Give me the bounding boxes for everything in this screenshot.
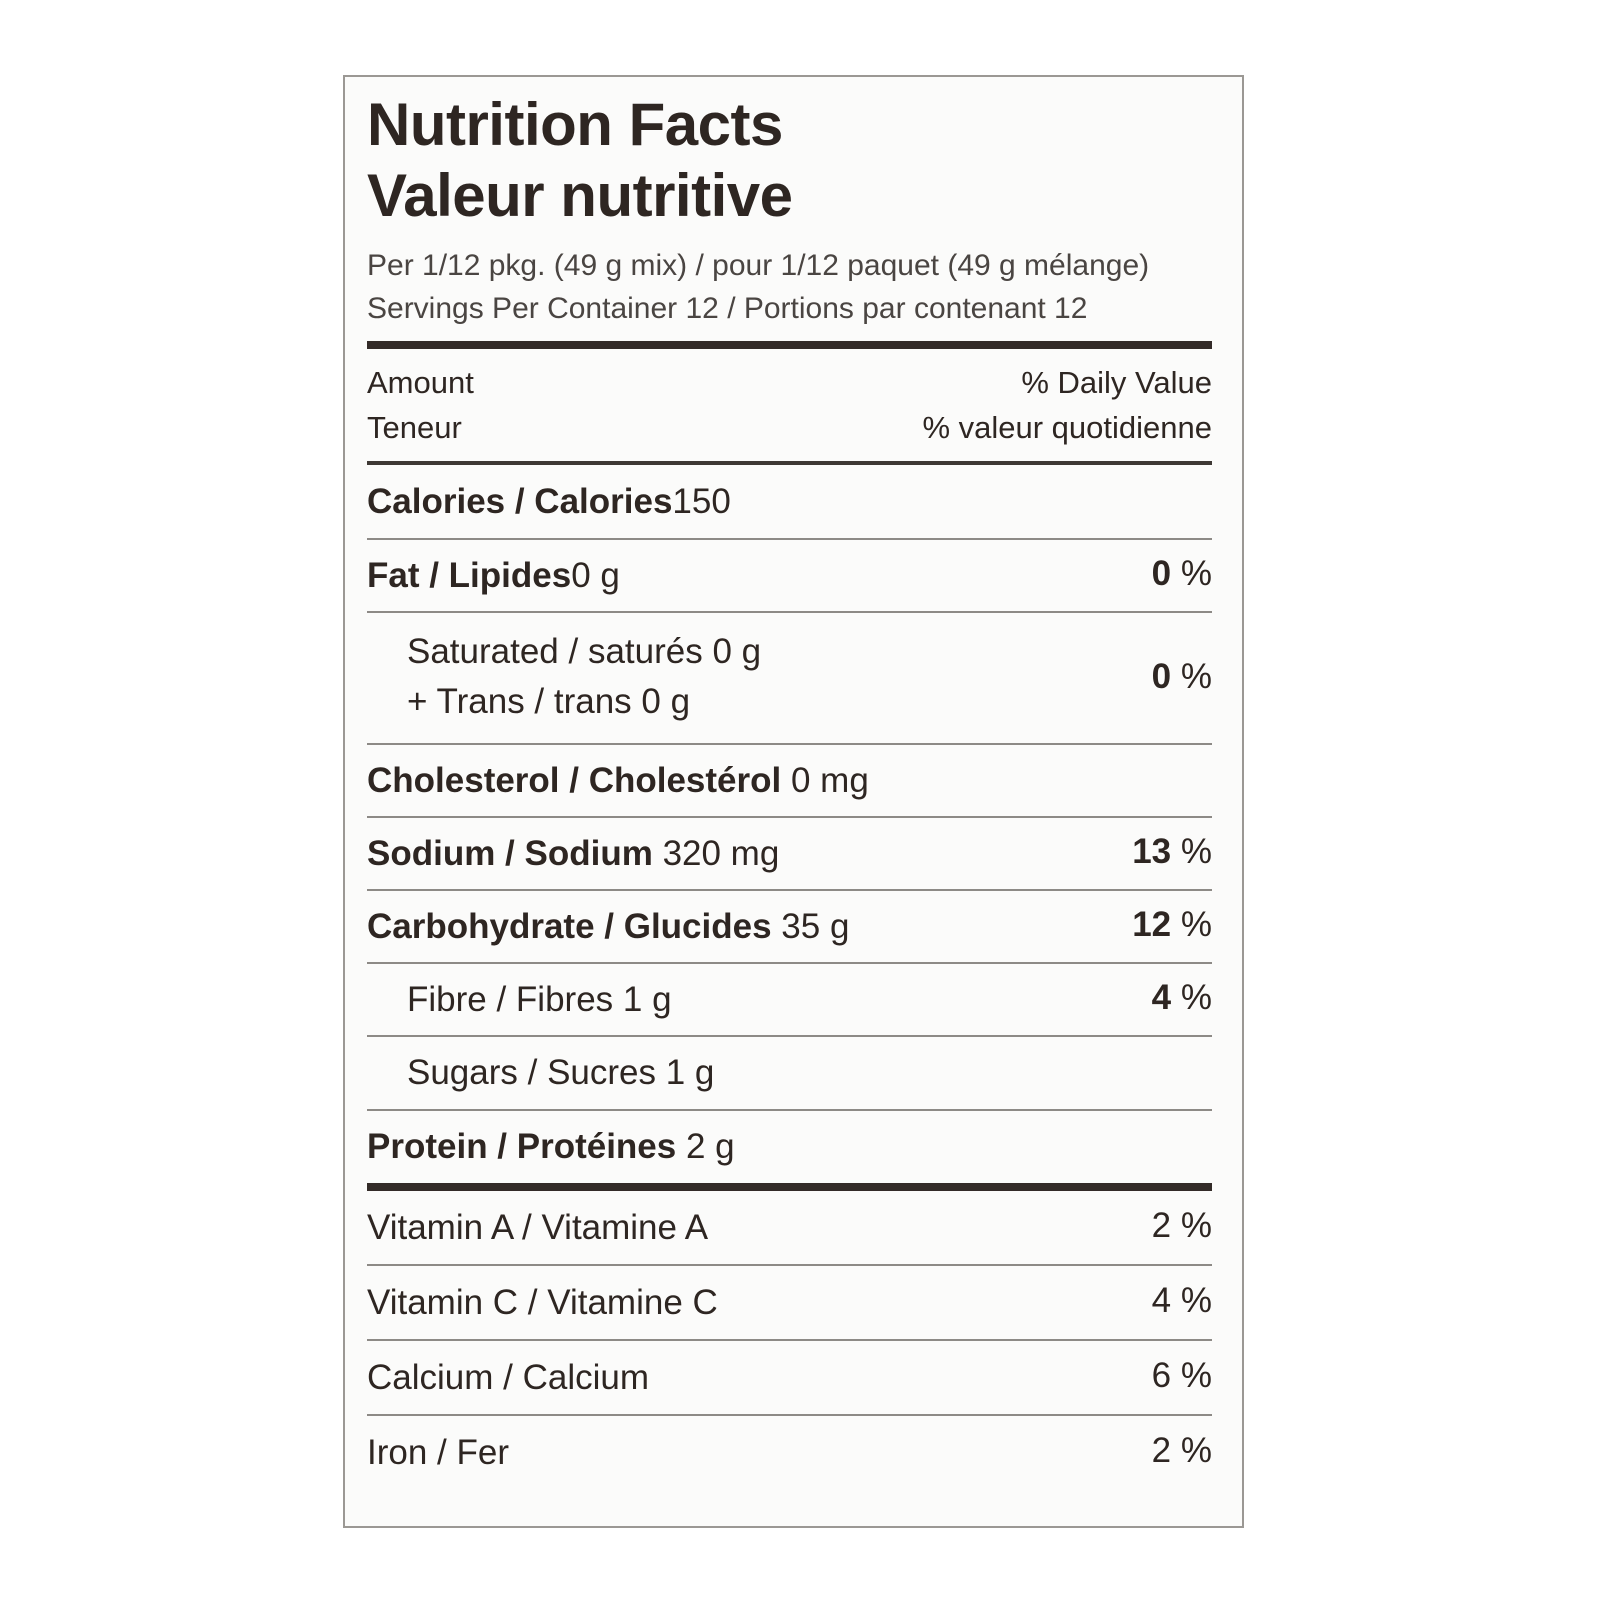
carbohydrate-daily-value: 12 % xyxy=(1120,905,1212,945)
carbohydrate-dv-symbol: % xyxy=(1180,905,1212,945)
serving-size-text: Per 1/12 pkg. (49 g mix) / pour 1/12 paq… xyxy=(367,248,1150,282)
label-content: Nutrition Facts Valeur nutritive Per 1/1… xyxy=(367,91,1212,1489)
cholesterol-label-group: Cholesterol / Cholestérol 0 mg xyxy=(367,759,869,803)
saturated-trans-label-group: Saturated / saturés 0 g + Trans / trans … xyxy=(367,627,761,729)
trans-fat-label: + Trans / trans 0 g xyxy=(407,682,691,722)
column-header-row: Amount Teneur % Daily Value % valeur quo… xyxy=(367,349,1212,461)
sodium-label-group: Sodium / Sodium 320 mg xyxy=(367,832,779,876)
fibre-label-group: Fibre / Fibres 1 g xyxy=(367,978,672,1022)
daily-value-label-english: % Daily Value xyxy=(1021,365,1212,401)
saturated-trans-daily-value: 0 % xyxy=(1140,657,1212,697)
vitamin-a-dv-symbol: % xyxy=(1180,1205,1212,1245)
divider-below-calcium xyxy=(367,1413,1212,1416)
calcium-dv-number: 6 xyxy=(1151,1355,1172,1395)
nutrient-row-saturated-trans-fat: Saturated / saturés 0 g + Trans / trans … xyxy=(367,613,1212,744)
carbohydrate-value: 35 g xyxy=(781,907,850,947)
label-title-french: Valeur nutritive xyxy=(367,161,793,229)
fat-dv-number: 0 xyxy=(1151,553,1172,593)
protein-value: 2 g xyxy=(685,1126,735,1166)
sodium-dv-number: 13 xyxy=(1132,832,1172,872)
divider-thick-above-vitamins xyxy=(367,1182,1212,1191)
divider-below-cholesterol xyxy=(367,816,1212,819)
iron-label: Iron / Fer xyxy=(367,1432,509,1472)
protein-label: Protein / Protéines xyxy=(367,1126,677,1166)
daily-value-label-french: % valeur quotidienne xyxy=(922,409,1212,445)
divider-below-sodium xyxy=(367,889,1212,892)
nutrient-row-sugars: Sugars / Sucres 1 g xyxy=(367,1037,1212,1108)
nutrient-row-sodium: Sodium / Sodium 320 mg 13 % xyxy=(367,818,1212,889)
nutrient-row-calcium: Calcium / Calcium 6 % xyxy=(367,1341,1212,1414)
amount-label-french: Teneur xyxy=(367,409,462,445)
divider-below-vitamin-c xyxy=(367,1338,1212,1341)
nutrient-row-cholesterol: Cholesterol / Cholestérol 0 mg xyxy=(367,745,1212,816)
divider-below-fibre xyxy=(367,1035,1212,1038)
fat-daily-value: 0 % xyxy=(1140,554,1212,594)
vitamin-c-label: Vitamin C / Vitamine C xyxy=(367,1282,718,1322)
carbohydrate-label: Carbohydrate / Glucides xyxy=(367,907,772,947)
nutrient-row-calories: Calories / Calories150 xyxy=(367,465,1212,537)
calories-label: Calories / Calories xyxy=(367,482,673,522)
nutrient-row-protein: Protein / Protéines 2 g xyxy=(367,1111,1212,1183)
protein-label-group: Protein / Protéines 2 g xyxy=(367,1125,735,1169)
calories-value: 150 xyxy=(672,482,731,522)
calories-label-group: Calories / Calories150 xyxy=(367,480,731,524)
vitamin-c-dv-symbol: % xyxy=(1180,1280,1212,1320)
cholesterol-value: 0 mg xyxy=(790,761,869,801)
servings-per-container-text: Servings Per Container 12 / Portions par… xyxy=(367,291,1088,325)
sugars-label-group: Sugars / Sucres 1 g xyxy=(367,1051,714,1095)
vitamin-c-dv-number: 4 xyxy=(1151,1280,1172,1320)
iron-daily-value: 2 % xyxy=(1140,1431,1212,1471)
saturated-trans-dv-symbol: % xyxy=(1180,657,1212,697)
nutrient-row-iron: Iron / Fer 2 % xyxy=(367,1416,1212,1489)
divider-thick-top xyxy=(367,341,1212,350)
nutrient-row-vitamin-c: Vitamin C / Vitamine C 4 % xyxy=(367,1266,1212,1339)
serving-information: Per 1/12 pkg. (49 g mix) / pour 1/12 paq… xyxy=(367,245,1212,330)
vitamin-c-daily-value: 4 % xyxy=(1140,1281,1212,1321)
fat-label: Fat / Lipides xyxy=(367,555,572,595)
cholesterol-label: Cholesterol / Cholestérol xyxy=(367,761,782,801)
saturated-trans-dv-number: 0 xyxy=(1151,657,1172,697)
nutrient-row-fat: Fat / Lipides0 g 0 % xyxy=(367,540,1212,611)
fibre-label: Fibre / Fibres xyxy=(407,980,614,1020)
carbohydrate-label-group: Carbohydrate / Glucides 35 g xyxy=(367,905,849,949)
fibre-value: 1 g xyxy=(622,980,672,1020)
calcium-label: Calcium / Calcium xyxy=(367,1357,649,1397)
divider-below-calories xyxy=(367,537,1212,540)
nutrition-facts-label: Nutrition Facts Valeur nutritive Per 1/1… xyxy=(343,75,1244,1528)
fibre-dv-number: 4 xyxy=(1151,978,1172,1018)
divider-below-carbohydrate xyxy=(367,962,1212,965)
sodium-dv-symbol: % xyxy=(1180,832,1212,872)
sodium-label: Sodium / Sodium xyxy=(367,834,653,874)
nutrient-row-fibre: Fibre / Fibres 1 g 4 % xyxy=(367,964,1212,1035)
fat-label-group: Fat / Lipides0 g xyxy=(367,554,620,598)
fat-dv-symbol: % xyxy=(1180,553,1212,593)
nutrient-row-carbohydrate: Carbohydrate / Glucides 35 g 12 % xyxy=(367,891,1212,962)
fat-value: 0 g xyxy=(571,555,620,595)
divider-below-sugars xyxy=(367,1108,1212,1111)
amount-column-header: Amount Teneur xyxy=(367,361,474,450)
divider-above-calories xyxy=(367,461,1212,466)
iron-dv-number: 2 xyxy=(1151,1430,1172,1470)
sodium-value: 320 mg xyxy=(662,834,780,874)
fibre-dv-symbol: % xyxy=(1180,978,1212,1018)
iron-dv-symbol: % xyxy=(1180,1430,1212,1470)
vitamin-a-dv-number: 2 xyxy=(1151,1205,1172,1245)
saturated-fat-label: Saturated / saturés 0 g xyxy=(407,631,762,671)
vitamin-a-label: Vitamin A / Vitamine A xyxy=(367,1207,709,1247)
sugars-label: Sugars / Sucres xyxy=(407,1053,656,1093)
vitamin-a-daily-value: 2 % xyxy=(1140,1206,1212,1246)
carbohydrate-dv-number: 12 xyxy=(1132,905,1172,945)
calcium-dv-symbol: % xyxy=(1180,1355,1212,1395)
nutrient-row-vitamin-a: Vitamin A / Vitamine A 2 % xyxy=(367,1191,1212,1264)
sugars-value: 1 g xyxy=(665,1053,715,1093)
daily-value-column-header: % Daily Value % valeur quotidienne xyxy=(922,361,1212,450)
divider-below-saturated-trans xyxy=(367,743,1212,746)
label-title-english: Nutrition Facts xyxy=(367,91,783,158)
calcium-daily-value: 6 % xyxy=(1140,1356,1212,1396)
amount-label-english: Amount xyxy=(367,365,474,401)
fibre-daily-value: 4 % xyxy=(1140,978,1212,1018)
divider-below-vitamin-a xyxy=(367,1263,1212,1266)
sodium-daily-value: 13 % xyxy=(1120,832,1212,872)
divider-below-fat xyxy=(367,610,1212,613)
